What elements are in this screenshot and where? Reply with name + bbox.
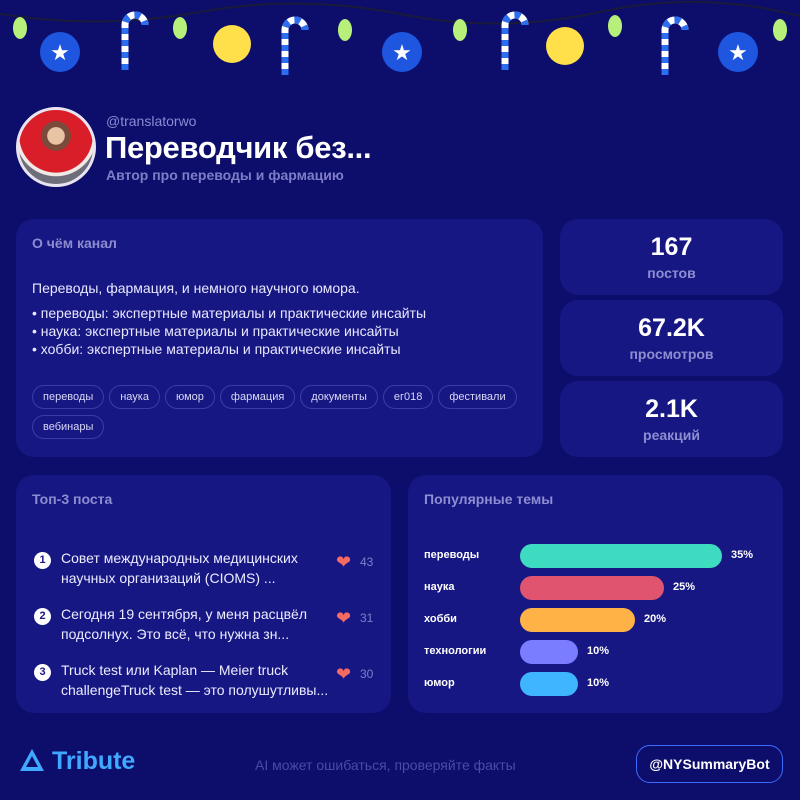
topic-bar: [520, 544, 722, 568]
topics-heading: Популярные темы: [424, 491, 554, 507]
stat-label: реакций: [643, 427, 700, 443]
topic-percent: 10%: [587, 645, 610, 657]
tag-list: переводы наука юмор фармация документы е…: [32, 385, 532, 439]
stat-views: 67.2K просмотров: [560, 300, 783, 376]
tag[interactable]: фармация: [219, 385, 296, 409]
bulb-icon: [13, 15, 787, 41]
topic-percent: 35%: [731, 549, 754, 561]
stat-label: просмотров: [629, 346, 714, 362]
about-bullets: • переводы: экспертные материалы и практ…: [32, 304, 426, 358]
like-count: 31: [360, 611, 374, 625]
channel-subtitle: Автор про переводы и фармацию: [106, 167, 344, 183]
svg-text:★: ★: [728, 40, 748, 65]
heart-icon: ❤: [336, 664, 352, 684]
stat-value: 67.2K: [638, 314, 705, 342]
stat-posts: 167 постов: [560, 219, 783, 295]
ornament-star-icon: ★: [382, 32, 422, 72]
page-title: Переводчик без...: [105, 130, 372, 165]
topic-bar: [520, 640, 578, 664]
about-heading: О чём канал: [32, 235, 117, 251]
topic-label: юмор: [424, 677, 455, 689]
topic-row: юмор 10%: [424, 672, 774, 696]
heart-icon: ❤: [336, 552, 352, 572]
topic-bar: [520, 672, 578, 696]
stat-label: постов: [647, 265, 696, 281]
tag[interactable]: фестивали: [438, 385, 517, 409]
post-text: Truck test или Kaplan — Meier truck chal…: [61, 662, 329, 698]
duck-ornament-icon: [213, 25, 251, 63]
logo-text: Tribute: [52, 746, 136, 775]
post-text: Совет международных медицинских научных …: [61, 550, 298, 586]
tag[interactable]: документы: [300, 385, 378, 409]
rank-badge: 2: [34, 608, 51, 625]
tribute-logo-icon: [20, 749, 44, 771]
like-count: 30: [360, 667, 374, 681]
topic-bar: [520, 576, 664, 600]
like-count: 43: [360, 555, 374, 569]
bullet-item: • хобби: экспертные материалы и практиче…: [32, 341, 401, 357]
stat-value: 167: [650, 233, 693, 261]
stat-value: 2.1K: [645, 395, 698, 423]
tag[interactable]: вебинары: [32, 415, 105, 439]
svg-text:★: ★: [50, 40, 70, 65]
bullet-item: • наука: экспертные материалы и практиче…: [32, 323, 399, 339]
bot-button[interactable]: @NYSummaryBot: [636, 745, 783, 783]
ornament-star-icon: ★: [718, 32, 758, 72]
heart-icon: ❤: [336, 608, 352, 628]
tag[interactable]: юмор: [164, 385, 215, 409]
topic-bar: [520, 608, 635, 632]
tribute-logo: Tribute: [16, 745, 135, 777]
topic-percent: 25%: [673, 581, 696, 593]
topic-row: технологии 10%: [424, 640, 774, 664]
topic-row: хобби 20%: [424, 608, 774, 632]
topic-label: переводы: [424, 549, 480, 561]
topic-row: наука 25%: [424, 576, 774, 600]
top-posts-card: Топ-3 поста 1 Совет международных медици…: [16, 475, 391, 713]
rank-badge: 3: [34, 664, 51, 681]
topics-card: Популярные темы переводы 35% наука 25% хоб…: [408, 475, 783, 713]
tag[interactable]: наука: [109, 385, 160, 409]
rank-badge: 1: [34, 552, 51, 569]
ornament-star-icon: ★: [40, 32, 80, 72]
candy-cane-icon: [121, 11, 149, 70]
tag[interactable]: переводы: [32, 385, 105, 409]
disclaimer: AI может ошибаться, проверяйте факты: [255, 757, 516, 773]
stat-reactions: 2.1K реакций: [560, 381, 783, 457]
candy-cane-icon: [501, 11, 529, 70]
topic-percent: 20%: [644, 613, 667, 625]
top-posts-heading: Топ-3 поста: [32, 491, 113, 507]
christmas-garland: ★ ★ ★: [0, 0, 800, 75]
candy-cane-icon: [661, 16, 689, 75]
bullet-item: • переводы: экспертные материалы и практ…: [32, 305, 427, 321]
svg-text:★: ★: [392, 40, 412, 65]
ornament-yellow-icon: [546, 27, 584, 65]
candy-cane-icon: [281, 16, 309, 75]
topic-row: переводы 35%: [424, 544, 774, 568]
topic-label: технологии: [424, 645, 487, 657]
tag[interactable]: ег018: [382, 385, 434, 409]
about-lead: Переводы, фармация, и немного научного ю…: [32, 280, 360, 296]
about-card: О чём канал Переводы, фармация, и немног…: [16, 219, 543, 457]
avatar: [16, 107, 96, 187]
topic-label: наука: [424, 581, 455, 593]
channel-handle[interactable]: @translatorwo: [106, 113, 197, 129]
topic-label: хобби: [424, 613, 457, 625]
topic-percent: 10%: [587, 677, 610, 689]
post-text: Сегодня 19 сентября, у меня расцвёл подс…: [61, 606, 308, 642]
